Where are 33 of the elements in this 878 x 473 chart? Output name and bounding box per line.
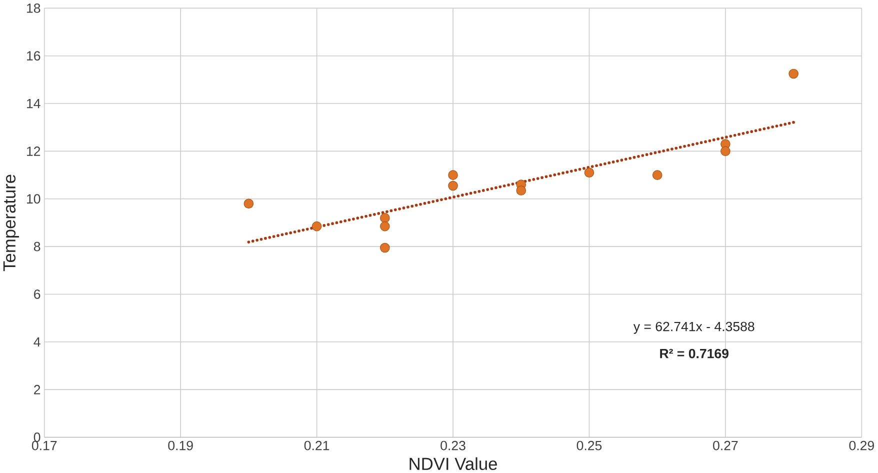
- point: [720, 146, 730, 156]
- y-tick-label: 14: [26, 98, 40, 108]
- y-tick-label: 6: [34, 289, 40, 299]
- x-tick-label: 0.17: [32, 440, 57, 450]
- x-axis-title: NDVI Value: [410, 457, 497, 470]
- y-tick-label: 4: [34, 337, 40, 346]
- point: [380, 221, 390, 231]
- annotation: y = 62.741x - 4.3588: [633, 322, 754, 334]
- y-tick-label: 8: [34, 242, 40, 252]
- y-tick-label: 10: [26, 194, 40, 204]
- annotation: R² = 0.7169: [660, 348, 728, 358]
- point: [380, 212, 390, 223]
- y-axis-title: Temperature: [3, 174, 19, 271]
- point: [584, 168, 594, 178]
- y-tick-label: 0: [34, 432, 40, 442]
- y-tick-label: 18: [26, 3, 40, 13]
- y-tick-label: 12: [26, 146, 40, 156]
- point: [652, 170, 662, 180]
- x-tick-label: 0.19: [168, 440, 193, 450]
- point: [448, 180, 458, 190]
- point: [380, 242, 390, 252]
- x-tick-label: 0.23: [440, 440, 466, 450]
- y-tick-label: 16: [26, 50, 40, 60]
- x-tick-label: 0.21: [304, 440, 330, 450]
- x-tick-label: 0.27: [713, 440, 738, 450]
- point: [788, 68, 798, 78]
- point: [516, 185, 526, 196]
- x-tick-label: 0.25: [576, 440, 602, 450]
- x-tick-label: 0.29: [849, 440, 874, 450]
- point: [312, 221, 322, 231]
- point: [448, 170, 458, 180]
- point: [244, 198, 254, 208]
- y-tick-label: 2: [34, 384, 40, 394]
